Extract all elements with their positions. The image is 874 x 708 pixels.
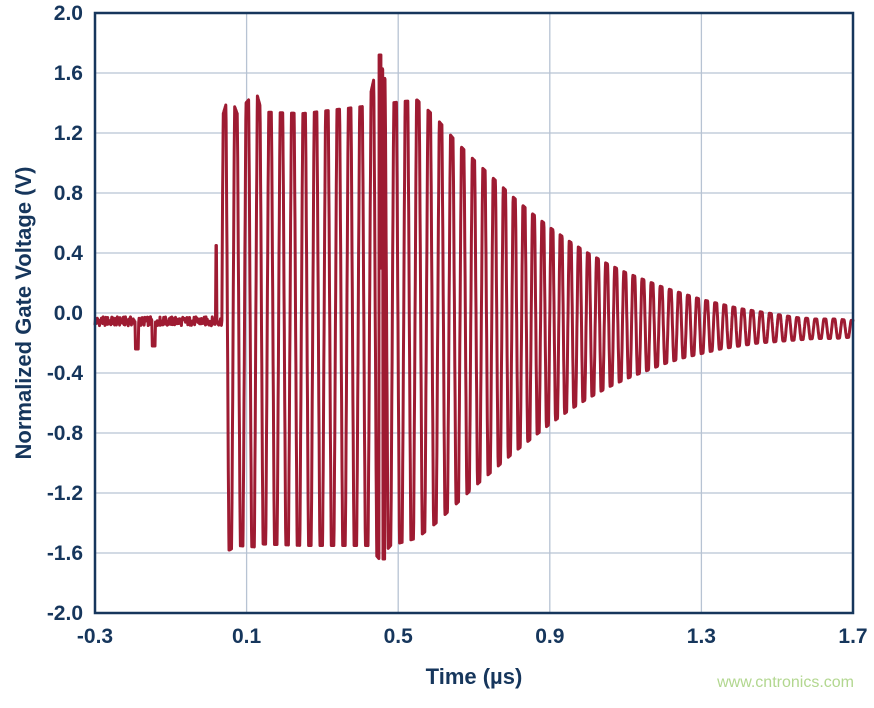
y-tick-label: -1.2 [47,482,83,505]
y-tick-label: -0.8 [47,422,84,445]
x-tick-label: 0.1 [232,625,262,648]
y-tick-label: 0.4 [54,242,84,265]
y-tick-label: 0.0 [54,302,83,325]
x-axis-label: Time (µs) [425,664,523,689]
y-tick-label: 2.0 [54,2,83,25]
y-tick-label: 1.6 [54,62,83,85]
y-tick-label: 0.8 [54,182,84,205]
x-tick-label: 1.7 [838,625,867,648]
x-tick-label: -0.3 [77,625,113,648]
x-tick-label: 0.5 [384,625,414,648]
y-tick-label: -1.6 [47,542,83,565]
y-tick-label: 1.2 [54,122,83,145]
y-tick-label: -2.0 [47,602,83,625]
plot-border [93,11,855,615]
y-axis-label: Normalized Gate Voltage (V) [11,166,36,460]
gate-voltage-trace [93,53,855,561]
watermark: www.cntronics.com [717,674,854,691]
x-tick-label: 1.3 [687,625,716,648]
x-tick-label: 0.9 [535,625,564,648]
y-tick-label: -0.4 [47,362,84,385]
